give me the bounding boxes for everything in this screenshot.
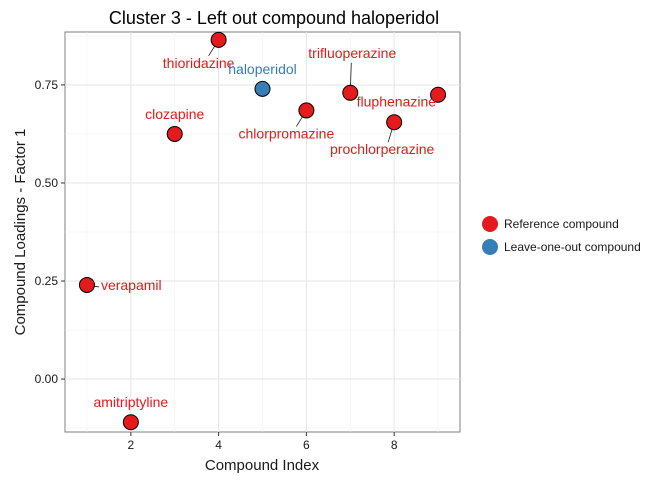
data-point xyxy=(254,80,271,97)
point-label: fluphenazine xyxy=(357,94,437,110)
data-points xyxy=(78,31,447,431)
point-label: verapamil xyxy=(101,277,162,293)
y-tick-label: 0.00 xyxy=(35,372,59,386)
point-label: thioridazine xyxy=(163,55,235,71)
x-tick-label: 6 xyxy=(303,438,310,452)
legend-label: Leave-one-out compound xyxy=(504,240,641,254)
data-point xyxy=(386,114,403,131)
x-axis-title: Compound Index xyxy=(205,457,320,474)
y-tick-label: 0.75 xyxy=(35,78,59,92)
data-point xyxy=(210,31,227,48)
point-label: prochlorperazine xyxy=(330,141,434,157)
y-axis-title: Compound Loadings - Factor 1 xyxy=(12,129,29,336)
data-point xyxy=(78,276,95,293)
x-tick-label: 2 xyxy=(127,438,134,452)
data-point xyxy=(122,414,139,431)
y-tick-label: 0.25 xyxy=(35,274,59,288)
x-tick-label: 8 xyxy=(391,438,398,452)
legend-label: Reference compound xyxy=(504,217,619,231)
point-labels: verapamil amitriptyline clozapine thioridaz… xyxy=(93,45,436,410)
data-point xyxy=(298,102,315,119)
point-label: chlorpromazine xyxy=(239,125,335,141)
x-tick-label: 4 xyxy=(215,438,222,452)
point-label: trifluoperazine xyxy=(308,45,396,61)
chart-title: Cluster 3 - Left out compound haloperido… xyxy=(109,8,439,28)
legend-key xyxy=(482,216,498,232)
data-point xyxy=(166,125,183,142)
point-label: amitriptyline xyxy=(93,394,168,410)
axes: 2 4 6 8 0.00 0.25 0.50 0.75 xyxy=(35,78,398,452)
data-point xyxy=(430,86,447,103)
point-label: clozapine xyxy=(145,106,204,122)
data-point xyxy=(342,84,359,101)
y-tick-label: 0.50 xyxy=(35,176,59,190)
point-label: haloperidol xyxy=(228,61,297,77)
legend-key xyxy=(482,239,498,255)
legend: Reference compound Leave-one-out compound xyxy=(482,216,641,255)
